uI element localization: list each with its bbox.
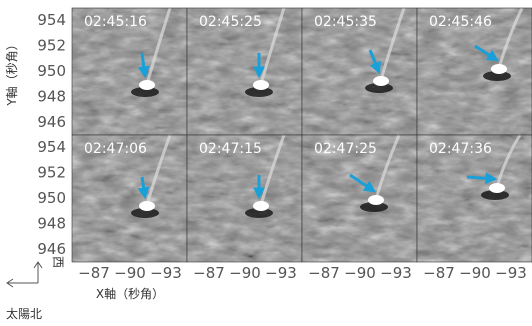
figure: Y軸（秒角） X軸（秒角） 西 太陽北 02:45:1602:45:2502:4… — [0, 0, 532, 326]
y-tick-label: 954 — [37, 11, 66, 29]
x-tick-label: −90 — [229, 264, 261, 282]
bright-feature — [368, 195, 384, 205]
bright-feature — [491, 64, 507, 74]
y-tick-label: 948 — [37, 215, 66, 233]
x-tick-label: −87 — [78, 264, 110, 282]
timestamp: 02:45:46 — [429, 14, 492, 30]
image-panel: 02:45:46 — [417, 8, 532, 135]
y-tick-label: 948 — [37, 88, 66, 106]
x-tick-label: −87 — [423, 264, 455, 282]
image-panel: 02:47:15 — [187, 135, 302, 262]
x-tick-label: −87 — [193, 264, 225, 282]
image-panel: 02:45:35 — [302, 8, 417, 135]
timestamp: 02:45:25 — [199, 14, 262, 30]
compass-north: 太陽北 — [6, 306, 42, 321]
image-panel: 02:45:16 — [72, 8, 187, 135]
timestamp: 02:45:16 — [84, 14, 147, 30]
bright-feature — [253, 80, 269, 90]
y-axis-label: Y軸（秒角） — [5, 38, 19, 106]
x-tick-label: −93 — [150, 264, 182, 282]
timestamp: 02:45:35 — [314, 14, 377, 30]
bright-feature — [139, 201, 155, 211]
x-tick-label: −90 — [114, 264, 146, 282]
y-tick-label: 952 — [37, 164, 66, 182]
image-panel: 02:45:25 — [187, 8, 302, 135]
y-tick-label: 950 — [37, 189, 66, 207]
image-panel: 02:47:06 — [72, 135, 187, 262]
x-tick-label: −90 — [459, 264, 491, 282]
arrow — [467, 177, 495, 179]
x-tick-label: −93 — [380, 264, 412, 282]
y-tick-label: 946 — [37, 113, 66, 131]
bright-feature — [489, 183, 505, 193]
x-axis-label: X軸（秒角） — [96, 287, 164, 301]
x-tick-label: −93 — [265, 264, 297, 282]
timestamp: 02:47:36 — [429, 141, 492, 157]
y-tick-label: 950 — [37, 62, 66, 80]
image-panel: 02:47:36 — [417, 135, 532, 262]
timestamp: 02:47:25 — [314, 141, 377, 157]
y-tick-label: 946 — [37, 240, 66, 258]
y-tick-label: 952 — [37, 37, 66, 55]
y-tick-label: 954 — [37, 138, 66, 156]
bright-feature — [139, 80, 155, 90]
x-tick-label: −90 — [344, 264, 376, 282]
bright-feature — [373, 76, 389, 86]
x-tick-label: −87 — [308, 264, 340, 282]
image-panel: 02:47:25 — [302, 135, 417, 262]
timestamp: 02:47:15 — [199, 141, 262, 157]
timestamp: 02:47:06 — [84, 141, 147, 157]
compass — [7, 262, 42, 287]
bright-feature — [253, 201, 269, 211]
x-tick-label: −93 — [495, 264, 527, 282]
